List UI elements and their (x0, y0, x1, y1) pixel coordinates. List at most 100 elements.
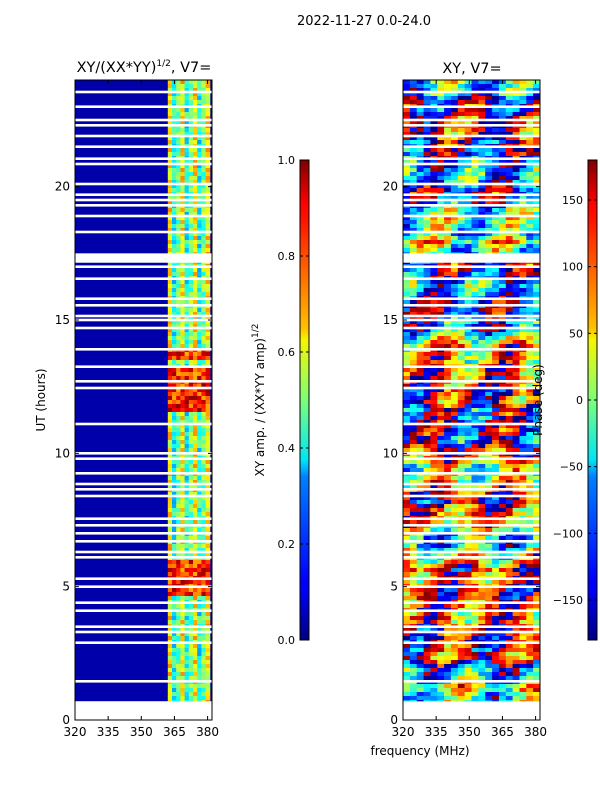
amp-cell (172, 308, 177, 313)
phase-cell (423, 588, 431, 593)
amp-cell (193, 172, 198, 177)
phase-cell (519, 612, 527, 617)
phase-cell (423, 464, 431, 469)
gap-line (75, 452, 212, 455)
phase-cell (457, 96, 466, 101)
amp-cell (167, 628, 173, 633)
phase-cell (526, 476, 534, 481)
phase-cell (526, 168, 534, 173)
amp-cell (180, 560, 186, 565)
phase-cell (519, 512, 527, 517)
phase-cell (403, 244, 411, 249)
phase-cell (416, 112, 424, 117)
amp-cell (176, 684, 181, 689)
amp-cell (180, 300, 186, 305)
phase-cell (526, 520, 534, 525)
phase-cell (416, 512, 424, 517)
phase-cell (512, 408, 520, 413)
amp-cell (205, 544, 211, 549)
amp-cell (176, 240, 181, 245)
amp-cell (176, 280, 181, 285)
phase-cell (416, 180, 424, 185)
gap-line (75, 265, 212, 268)
phase-cell (498, 324, 507, 329)
phase-cell (437, 644, 445, 649)
amp-cell (193, 160, 198, 165)
amp-cell (188, 308, 194, 313)
amp-cell (188, 424, 194, 429)
amp-cell (197, 288, 202, 293)
amp-cell (201, 448, 207, 453)
amp-cell (205, 344, 211, 349)
gap-line (403, 348, 540, 351)
phase-cell (519, 300, 527, 305)
amp-cell (188, 572, 194, 577)
amp-cell (188, 200, 194, 205)
amp-cell (197, 508, 202, 513)
phase-cell (478, 360, 486, 365)
amp-cell (172, 200, 177, 205)
phase-cell (471, 128, 479, 133)
phase-cell (526, 80, 534, 85)
amp-cell (176, 564, 181, 569)
amp-cell (188, 288, 194, 293)
amp-cell (201, 172, 207, 177)
amp-cell (193, 376, 198, 381)
phase-cell (526, 376, 534, 381)
amp-cell (205, 132, 211, 137)
phase-cell (505, 232, 514, 237)
phase-cell (492, 344, 500, 349)
amp-cell (167, 548, 173, 553)
amp-cell (176, 580, 181, 585)
phase-cell (505, 168, 514, 173)
amp-cell (180, 92, 186, 97)
phase-cell (526, 572, 534, 577)
phase-cell (505, 448, 514, 453)
phase-cell (409, 308, 418, 313)
amp-cell (201, 504, 207, 509)
phase-cell (485, 224, 493, 229)
amp-cell (193, 564, 198, 569)
phase-cell (526, 424, 534, 429)
phase-cell (464, 592, 472, 597)
amp-cell (176, 272, 181, 277)
amp-cell (201, 248, 207, 253)
y-tick-label: 15 (55, 313, 70, 327)
phase-cell (403, 340, 411, 345)
amp-cell (201, 468, 207, 473)
phase-cell (437, 220, 445, 225)
phase-cell (485, 168, 493, 173)
phase-cell (450, 300, 459, 305)
phase-cell (533, 160, 541, 165)
amp-cell (184, 216, 190, 221)
amp-cell (193, 536, 198, 541)
phase-cell (423, 360, 431, 365)
phase-cell (450, 560, 459, 565)
phase-cell (485, 92, 493, 97)
phase-cell (423, 388, 431, 393)
phase-cell (430, 392, 438, 397)
phase-cell (416, 136, 424, 141)
amp-cell (167, 120, 173, 125)
gap-line (403, 326, 540, 330)
amp-cell (184, 240, 190, 245)
amp-cell (188, 684, 194, 689)
phase-cell (478, 288, 486, 293)
gap-line (403, 609, 540, 612)
amp-cell (201, 136, 207, 141)
amp-cell (180, 480, 186, 485)
phase-cell (519, 468, 527, 473)
phase-cell (519, 376, 527, 381)
phase-cell (409, 644, 418, 649)
phase-cell (430, 484, 438, 489)
phase-cell (498, 592, 507, 597)
phase-cell (492, 668, 500, 673)
amp-cell (197, 128, 202, 133)
amp-cell (180, 100, 186, 105)
phase-cell (403, 464, 411, 469)
phase-cell (409, 648, 418, 653)
phase-cell (450, 484, 459, 489)
gap-line (403, 145, 540, 148)
phase-cell (444, 544, 452, 549)
phase-cell (416, 572, 424, 577)
